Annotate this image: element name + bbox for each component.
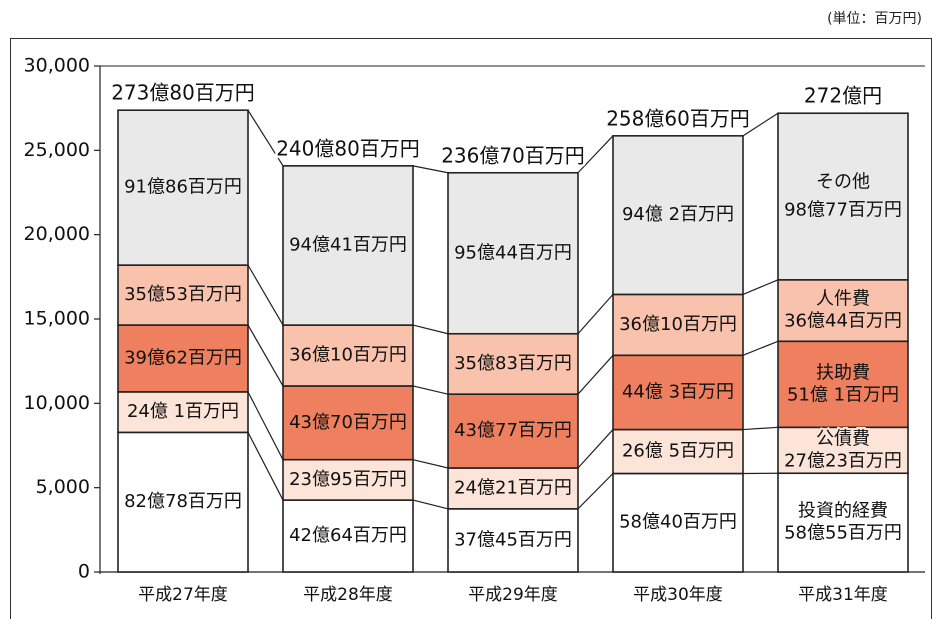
bar-segment bbox=[777, 279, 909, 343]
bar-segment bbox=[447, 171, 579, 335]
connector-line bbox=[742, 426, 779, 431]
connector-line bbox=[742, 112, 779, 137]
segment-value-label: 43億70百万円 bbox=[289, 412, 407, 433]
segment-value-label: 82億78百万円 bbox=[124, 491, 242, 512]
x-category-label: 平成28年度 bbox=[303, 585, 393, 605]
bar-segment bbox=[282, 324, 414, 387]
segment-value-label: 44億 3百万円 bbox=[622, 381, 734, 402]
y-tick-label: 20,000 bbox=[24, 223, 90, 245]
segment-value-label: 58億40百万円 bbox=[619, 512, 737, 533]
bar-segment bbox=[777, 112, 909, 281]
bar-segment bbox=[117, 109, 249, 266]
total-label: 273億80百万円 bbox=[111, 81, 255, 105]
bar-segment bbox=[447, 393, 579, 469]
segment-value-label: 35億53百万円 bbox=[124, 284, 242, 305]
segment-value-label: 36億44百万円 bbox=[784, 311, 902, 332]
connector-line bbox=[577, 135, 614, 174]
connector-line bbox=[412, 499, 449, 510]
segment-value-label: 91億86百万円 bbox=[124, 177, 242, 198]
bar-segment bbox=[612, 354, 744, 431]
y-tick-label: 0 bbox=[78, 561, 90, 583]
connector-line bbox=[577, 354, 614, 395]
segment-value-label: 23億95百万円 bbox=[289, 469, 407, 490]
bar-segment bbox=[447, 508, 579, 573]
segment-value-label: 58億55百万円 bbox=[784, 523, 902, 544]
bar-segment bbox=[117, 431, 249, 573]
bar-segment bbox=[447, 332, 579, 395]
segment-value-label: 98億77百万円 bbox=[784, 200, 902, 221]
bar-segment bbox=[117, 324, 249, 393]
x-category-label: 平成30年度 bbox=[633, 585, 723, 605]
segment-name-label: その他 bbox=[816, 172, 870, 193]
segment-name-label: 扶助費 bbox=[816, 362, 870, 383]
connector-line bbox=[247, 391, 284, 460]
segment-value-label: 24億 1百万円 bbox=[127, 401, 239, 422]
y-tick-label: 15,000 bbox=[24, 308, 90, 330]
connector-line bbox=[577, 473, 614, 510]
connector-line bbox=[412, 165, 449, 174]
connector-line bbox=[577, 429, 614, 469]
segment-value-label: 39億62百万円 bbox=[124, 347, 242, 368]
y-tick-label: 25,000 bbox=[24, 139, 90, 161]
total-label: 236億70百万円 bbox=[441, 143, 585, 167]
bar-segment bbox=[612, 293, 744, 357]
connector-line bbox=[247, 264, 284, 326]
x-category-label: 平成27年度 bbox=[138, 585, 228, 605]
connector-line bbox=[412, 324, 449, 335]
connector-line bbox=[247, 109, 284, 167]
segment-name-label: 公債費 bbox=[816, 428, 870, 449]
connector-line bbox=[412, 459, 449, 469]
total-label: 240億80百万円 bbox=[276, 136, 420, 160]
connector-line bbox=[412, 385, 449, 395]
segment-name-label: 投資的経費 bbox=[798, 501, 888, 522]
segment-value-label: 24億21百万円 bbox=[454, 477, 572, 498]
connector-line bbox=[742, 279, 779, 295]
segment-value-label: 51億 1百万円 bbox=[787, 384, 899, 405]
bar-segment bbox=[612, 472, 744, 573]
segment-value-label: 27億23百万円 bbox=[784, 450, 902, 471]
y-tick-label: 30,000 bbox=[24, 55, 90, 77]
bar-segment bbox=[117, 391, 249, 434]
bar-segment bbox=[612, 428, 744, 475]
bar-segment bbox=[612, 135, 744, 296]
bar-segment bbox=[282, 165, 414, 326]
segment-value-label: 26億 5百万円 bbox=[622, 441, 734, 462]
segment-name-label: 人件費 bbox=[816, 289, 870, 310]
segment-value-label: 35億83百万円 bbox=[454, 353, 572, 374]
unit-label: (単位：百万円) bbox=[827, 11, 922, 27]
connector-line bbox=[247, 432, 284, 501]
bar-segment bbox=[282, 458, 414, 501]
x-category-label: 平成31年度 bbox=[798, 585, 888, 605]
segment-value-label: 42億64百万円 bbox=[289, 525, 407, 546]
segment-value-label: 94億 2百万円 bbox=[622, 204, 734, 225]
segment-value-label: 37億45百万円 bbox=[454, 529, 572, 550]
segment-value-label: 43億77百万円 bbox=[454, 420, 572, 441]
connector-line bbox=[577, 294, 614, 335]
total-label: 258億60百万円 bbox=[606, 106, 750, 130]
bar-segment bbox=[777, 340, 909, 429]
total-label: 272億円 bbox=[804, 84, 882, 108]
y-tick-label: 5,000 bbox=[36, 476, 90, 498]
segment-value-label: 36億10百万円 bbox=[289, 345, 407, 366]
connector-line bbox=[247, 324, 284, 387]
bar-segment bbox=[777, 426, 909, 475]
y-tick-label: 10,000 bbox=[24, 392, 90, 414]
segment-value-label: 95億44百万円 bbox=[454, 242, 572, 263]
bar-segment bbox=[282, 499, 414, 573]
connector-line bbox=[742, 340, 779, 356]
segment-value-label: 36億10百万円 bbox=[619, 314, 737, 335]
x-category-label: 平成29年度 bbox=[468, 585, 558, 605]
segment-value-label: 94億41百万円 bbox=[289, 234, 407, 255]
bar-segment bbox=[117, 264, 249, 326]
